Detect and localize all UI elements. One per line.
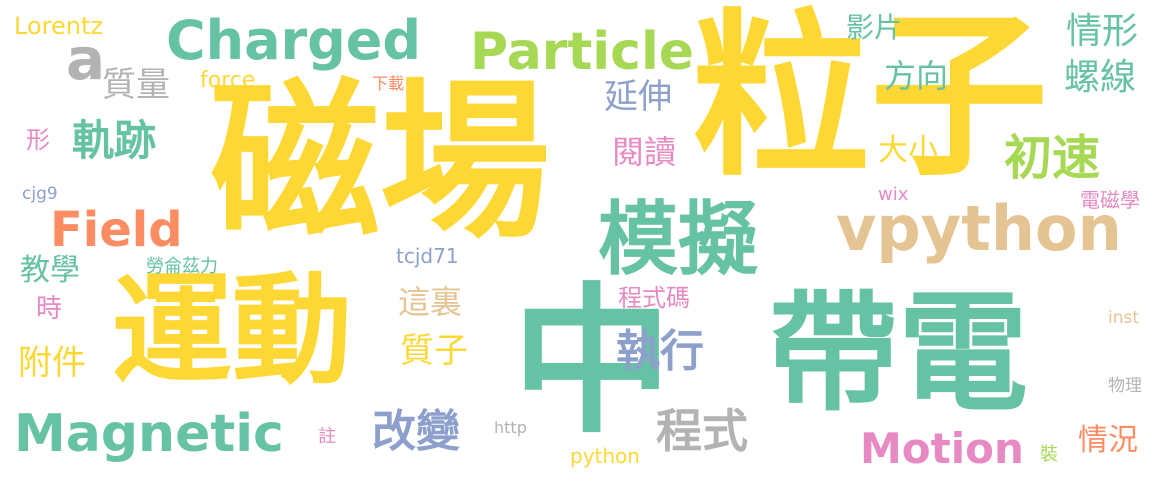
word-tcjd71: tcjd71 xyxy=(396,244,459,268)
word-time-zh: 時 xyxy=(36,294,63,324)
word-helix-zh: 螺線 xyxy=(1064,57,1137,98)
word-particle-zh: 粒子 xyxy=(692,0,1048,200)
word-download-zh: 下載 xyxy=(372,74,405,93)
word-mass-zh: 質量 xyxy=(102,65,170,105)
word-condition-zh: 情況 xyxy=(1078,423,1138,458)
word-simulation-zh: 模擬 xyxy=(598,193,758,286)
word-proton-zh: 質子 xyxy=(400,331,468,371)
word-direction-zh: 方向 xyxy=(884,57,949,95)
word-note-zh: 註 xyxy=(318,426,336,447)
word-python: python xyxy=(570,444,640,468)
word-video-zh: 影片 xyxy=(846,11,903,44)
word-charged: Charged xyxy=(166,9,422,72)
word-size-zh: 大小 xyxy=(878,133,938,168)
word-electromagnetism-zh: 電磁學 xyxy=(1080,188,1140,212)
word-magnetic: Magnetic xyxy=(14,404,284,464)
word-cjg9: cjg9 xyxy=(22,184,58,204)
word-lorentz-force-zh: 勞侖茲力 xyxy=(146,256,218,277)
word-magnetic-field-zh: 磁場 xyxy=(210,64,551,262)
word-extend-zh: 延伸 xyxy=(604,77,672,117)
word-in-zh: 中 xyxy=(512,268,673,455)
word-charged-zh: 帶電 xyxy=(768,277,1029,429)
word-attachment-zh: 附件 xyxy=(18,343,86,383)
word-a: a xyxy=(66,25,106,93)
word-field: Field xyxy=(50,202,183,258)
word-inst: inst xyxy=(1108,308,1140,328)
word-execute-zh: 執行 xyxy=(616,326,704,377)
word-trajectory-zh: 軌跡 xyxy=(72,116,157,165)
word-here-zh: 這裏 xyxy=(398,283,463,321)
word-install-zh: 裝 xyxy=(1040,444,1058,465)
word-http: http xyxy=(494,418,527,437)
word-force: force xyxy=(200,68,256,93)
word-read-zh: 閱讀 xyxy=(612,133,677,171)
word-situation-zh: 情形 xyxy=(1066,11,1139,52)
word-teaching-zh: 教學 xyxy=(20,253,80,288)
word-wix: wix xyxy=(878,184,909,205)
word-code-zh: 程式碼 xyxy=(618,284,690,312)
word-lorentz: Lorentz xyxy=(14,12,103,40)
word-program-zh: 程式 xyxy=(656,404,748,458)
word-motion: Motion xyxy=(860,424,1024,473)
word-shape-zh: 形 xyxy=(26,126,50,154)
word-initial-velocity-zh: 初速 xyxy=(1004,130,1101,186)
word-motion-zh: 運動 xyxy=(112,262,352,401)
word-change-zh: 改變 xyxy=(372,406,460,457)
word-particle: Particle xyxy=(470,22,695,82)
word-physics-zh: 物理 xyxy=(1108,376,1142,396)
word-vpython: vpython xyxy=(836,192,1122,265)
